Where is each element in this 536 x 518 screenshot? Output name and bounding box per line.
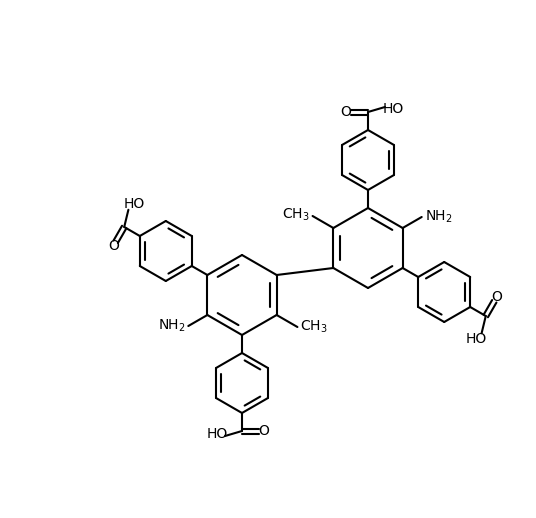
Text: HO: HO xyxy=(465,332,487,346)
Text: NH$_2$: NH$_2$ xyxy=(425,209,452,225)
Text: CH$_3$: CH$_3$ xyxy=(300,319,328,335)
Text: HO: HO xyxy=(206,427,228,441)
Text: NH$_2$: NH$_2$ xyxy=(158,318,185,334)
Text: HO: HO xyxy=(382,102,404,116)
Text: HO: HO xyxy=(123,197,145,211)
Text: O: O xyxy=(340,105,352,119)
Text: O: O xyxy=(108,239,118,253)
Text: CH$_3$: CH$_3$ xyxy=(282,207,310,223)
Text: O: O xyxy=(258,424,270,438)
Text: O: O xyxy=(492,290,502,304)
